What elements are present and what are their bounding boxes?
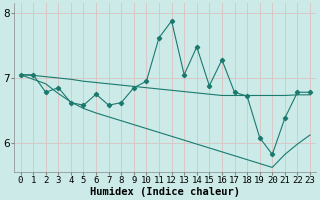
X-axis label: Humidex (Indice chaleur): Humidex (Indice chaleur) — [90, 186, 240, 197]
